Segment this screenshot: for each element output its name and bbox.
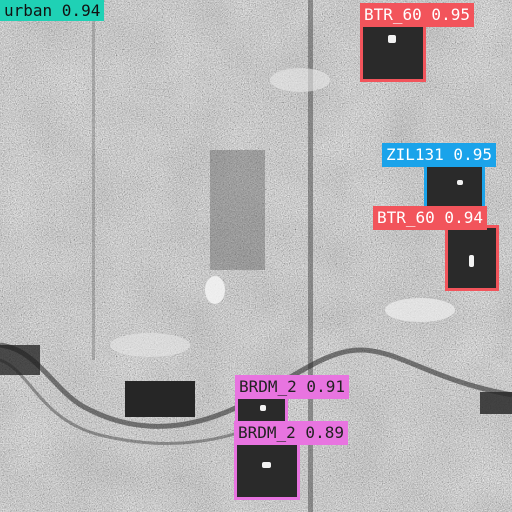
target-chip-brdm2-lower xyxy=(236,441,298,497)
detection-box-brdm2-second xyxy=(234,440,300,500)
target-return xyxy=(262,462,271,468)
target-chip-btr60-top xyxy=(362,22,424,80)
target-chip-zil131 xyxy=(426,164,483,209)
detection-label-brdm2-second: BRDM_2 0.89 xyxy=(234,421,348,445)
detection-label-btr60-second: BTR_60 0.94 xyxy=(373,206,487,230)
target-return xyxy=(457,180,463,185)
detection-box-zil131 xyxy=(424,162,485,211)
detection-box-btr60-second xyxy=(445,225,499,291)
detection-label-btr60: BTR_60 0.95 xyxy=(360,3,474,27)
scene-classification-label: urban 0.94 xyxy=(0,0,105,21)
detection-box-btr60 xyxy=(360,22,426,82)
detection-label-brdm2: BRDM_2 0.91 xyxy=(235,375,349,399)
target-return xyxy=(469,255,474,267)
detection-label-zil131: ZIL131 0.95 xyxy=(382,143,496,167)
target-return xyxy=(260,405,266,411)
target-return xyxy=(388,35,396,43)
